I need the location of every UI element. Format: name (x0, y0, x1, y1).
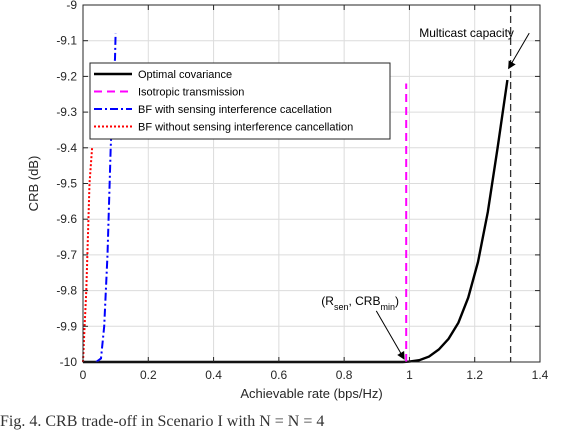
x-tick-label: 0.8 (336, 368, 353, 382)
legend-label: BF without sensing interference cancella… (138, 122, 353, 134)
x-tick-label: 0.4 (205, 368, 222, 382)
axes (82, 4, 541, 363)
legend-box (89, 62, 391, 140)
figure-caption: Fig. 4. CRB trade-off in Scenario I with… (0, 413, 325, 430)
legend-label: BF with sensing interference cacellation (138, 104, 332, 116)
y-tick-label: -10 (60, 355, 78, 369)
x-axis-label: Achievable rate (bps/Hz) (240, 386, 382, 401)
x-tick-label: 0.2 (140, 368, 157, 382)
legend-label: Isotropic transmission (138, 87, 244, 99)
chart: 0 0.2 0.4 0.6 0.8 1 1.2 1.4 -10 -9.9 -9.8 -9.7 -9.6 -… (26, 0, 549, 401)
legend: Optimal covariance Isotropic transmission… (89, 62, 391, 140)
x-tick-label: 1.2 (466, 368, 483, 382)
multicast-capacity-annotation: Multicast capacity (419, 26, 514, 40)
y-tick-label: -9.2 (56, 69, 77, 83)
rsen-crbmin-annotation: (Rsen, CRBmin) (321, 294, 399, 312)
y-tick-label: -9.1 (56, 34, 77, 48)
legend-label: Optimal covariance (138, 69, 232, 81)
y-tick-label: -9.8 (56, 284, 77, 298)
y-tick-label: -9.6 (56, 212, 77, 226)
tick-labels: 0 0.2 0.4 0.6 0.8 1 1.2 1.4 -10 -9.9 -9.8 -9.7 -9.6 -… (56, 0, 548, 382)
y-axis-label: CRB (dB) (26, 156, 41, 212)
x-tick-label: 1.4 (532, 368, 549, 382)
multicast-arrow (508, 32, 530, 70)
grid (82, 4, 541, 363)
y-tick-label: -9.4 (56, 141, 77, 155)
x-tick-label: 0 (80, 368, 87, 382)
y-tick-label: -9.5 (56, 177, 77, 191)
x-tick-label: 0.6 (271, 368, 288, 382)
y-tick-label: -9.7 (56, 248, 77, 262)
y-tick-label: -9 (66, 0, 77, 12)
annotations: Multicast capacity (Rsen, CRBmin) (321, 26, 530, 360)
rsen-arrow (375, 310, 405, 360)
y-tick-label: -9.9 (56, 319, 77, 333)
y-tick-label: -9.3 (56, 105, 77, 119)
x-tick-label: 1 (406, 368, 413, 382)
series-line-4 (82, 147, 94, 363)
